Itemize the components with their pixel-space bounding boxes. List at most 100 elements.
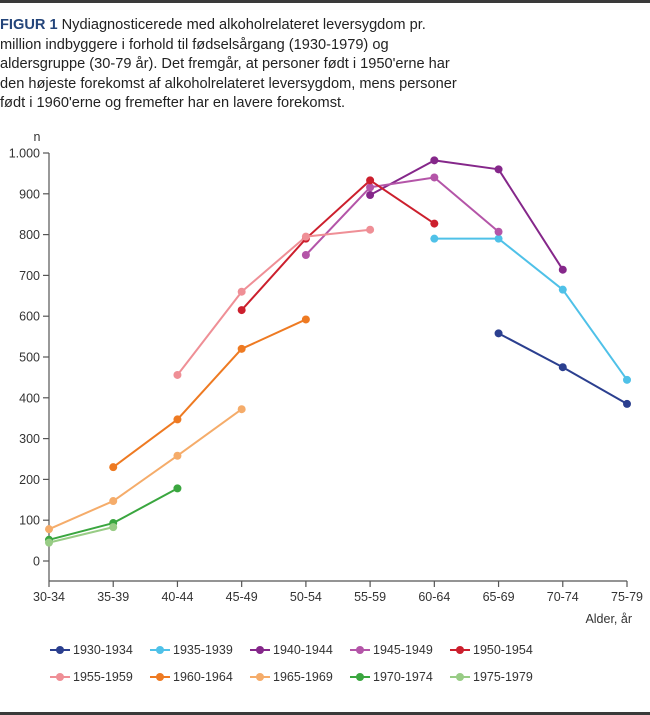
series-1960-1964 — [109, 315, 310, 472]
data-point — [237, 344, 246, 353]
data-point — [301, 251, 310, 259]
legend-item: 1955-1959 — [50, 667, 133, 687]
series-1970-1974 — [45, 484, 182, 544]
data-point — [109, 523, 118, 532]
legend-label: 1950-1954 — [473, 643, 533, 657]
y-tick-label: 600 — [19, 310, 40, 324]
series-line — [48, 487, 178, 541]
data-point — [623, 375, 631, 384]
data-point — [173, 451, 182, 460]
y-tick-label: 200 — [19, 473, 40, 487]
data-point — [430, 156, 439, 165]
caption-text: Nydiagnosticerede med alkoholrelateret l… — [0, 17, 457, 111]
legend-item: 1950-1954 — [450, 640, 533, 660]
data-point — [366, 191, 375, 200]
legend-item: 1940-1944 — [250, 640, 333, 660]
series-line — [434, 237, 628, 381]
y-tick-label: 500 — [19, 351, 40, 365]
data-point — [366, 183, 375, 192]
legend-label: 1975-1979 — [473, 670, 533, 684]
legend-item: 1975-1979 — [450, 667, 533, 687]
legend-swatch — [250, 672, 270, 682]
data-point — [494, 227, 503, 236]
series-1945-1949 — [301, 173, 503, 259]
series-1975-1979 — [45, 523, 118, 547]
data-point — [301, 315, 310, 324]
legend-item: 1970-1974 — [350, 667, 433, 687]
data-point — [494, 329, 503, 338]
legend-swatch — [150, 645, 170, 655]
legend-label: 1945-1949 — [373, 643, 433, 657]
y-tick-label: 0 — [33, 555, 40, 569]
data-point — [173, 484, 182, 493]
legend-swatch — [450, 672, 470, 682]
data-point — [237, 287, 246, 296]
series-line — [369, 159, 564, 271]
series-1930-1934 — [494, 329, 631, 408]
series-line — [240, 179, 435, 311]
legend-swatch — [150, 672, 170, 682]
legend-label: 1930-1934 — [73, 643, 133, 657]
series-line — [48, 526, 114, 544]
data-point — [173, 370, 182, 379]
data-point — [45, 538, 53, 547]
legend-swatch — [350, 672, 370, 682]
y-axis-label: n — [34, 130, 41, 144]
series-line — [48, 408, 243, 531]
legend-label: 1955-1959 — [73, 670, 133, 684]
y-ticks: 0 100 200 300 400 500 600 700 800 900 1.000 — [9, 147, 49, 569]
legend-swatch — [350, 645, 370, 655]
legend-item: 1935-1939 — [150, 640, 233, 660]
legend-swatch — [50, 672, 70, 682]
y-tick-label: 300 — [19, 432, 40, 446]
data-point — [558, 265, 567, 274]
y-tick-label: 700 — [19, 269, 40, 283]
data-point — [623, 399, 631, 408]
x-tick-label: 50-54 — [290, 590, 322, 604]
x-tick-label: 65-69 — [483, 590, 515, 604]
x-tick-label: 75-79 — [611, 590, 643, 604]
series-line — [176, 228, 371, 376]
x-tick-label: 40-44 — [161, 590, 193, 604]
series-1940-1944 — [366, 156, 567, 274]
data-point — [430, 173, 439, 182]
legend-item: 1930-1934 — [50, 640, 133, 660]
series-1950-1954 — [237, 176, 439, 315]
data-point — [237, 405, 246, 414]
data-point — [494, 234, 503, 243]
legend-swatch — [450, 645, 470, 655]
y-tick-label: 100 — [19, 514, 40, 528]
data-point — [494, 165, 503, 174]
data-point — [366, 176, 375, 185]
data-point — [45, 525, 53, 534]
legend-item: 1965-1969 — [250, 667, 333, 687]
x-axis-label: Alder, år — [585, 612, 632, 626]
series-1935-1939 — [430, 234, 631, 384]
series-1955-1959 — [173, 225, 375, 379]
data-point — [366, 225, 375, 234]
y-tick-label: 400 — [19, 391, 40, 405]
y-tick-label: 1.000 — [9, 147, 40, 161]
x-tick-label: 55-59 — [354, 590, 386, 604]
x-ticks: 30-34 35-39 40-44 45-49 50-54 55-59 60-64 65-69… — [33, 581, 643, 604]
data-point — [558, 363, 567, 372]
series-line — [112, 318, 307, 468]
y-tick-label: 800 — [19, 228, 40, 242]
legend-label: 1940-1944 — [273, 643, 333, 657]
figure-caption: FIGUR 1 Nydiagnosticerede med alkoholrel… — [0, 16, 470, 114]
legend-swatch — [50, 645, 70, 655]
bottom-rule — [0, 712, 650, 715]
legend-item: 1945-1949 — [350, 640, 433, 660]
top-rule — [0, 0, 650, 3]
legend-label: 1960-1964 — [173, 670, 233, 684]
data-point — [301, 232, 310, 241]
x-tick-label: 45-49 — [226, 590, 258, 604]
series-line — [305, 176, 500, 256]
legend-item: 1960-1964 — [150, 667, 233, 687]
series-1965-1969 — [45, 405, 246, 534]
data-point — [430, 234, 439, 243]
legend-swatch — [250, 645, 270, 655]
data-point — [109, 497, 118, 506]
data-point — [173, 415, 182, 424]
data-point — [558, 285, 567, 294]
